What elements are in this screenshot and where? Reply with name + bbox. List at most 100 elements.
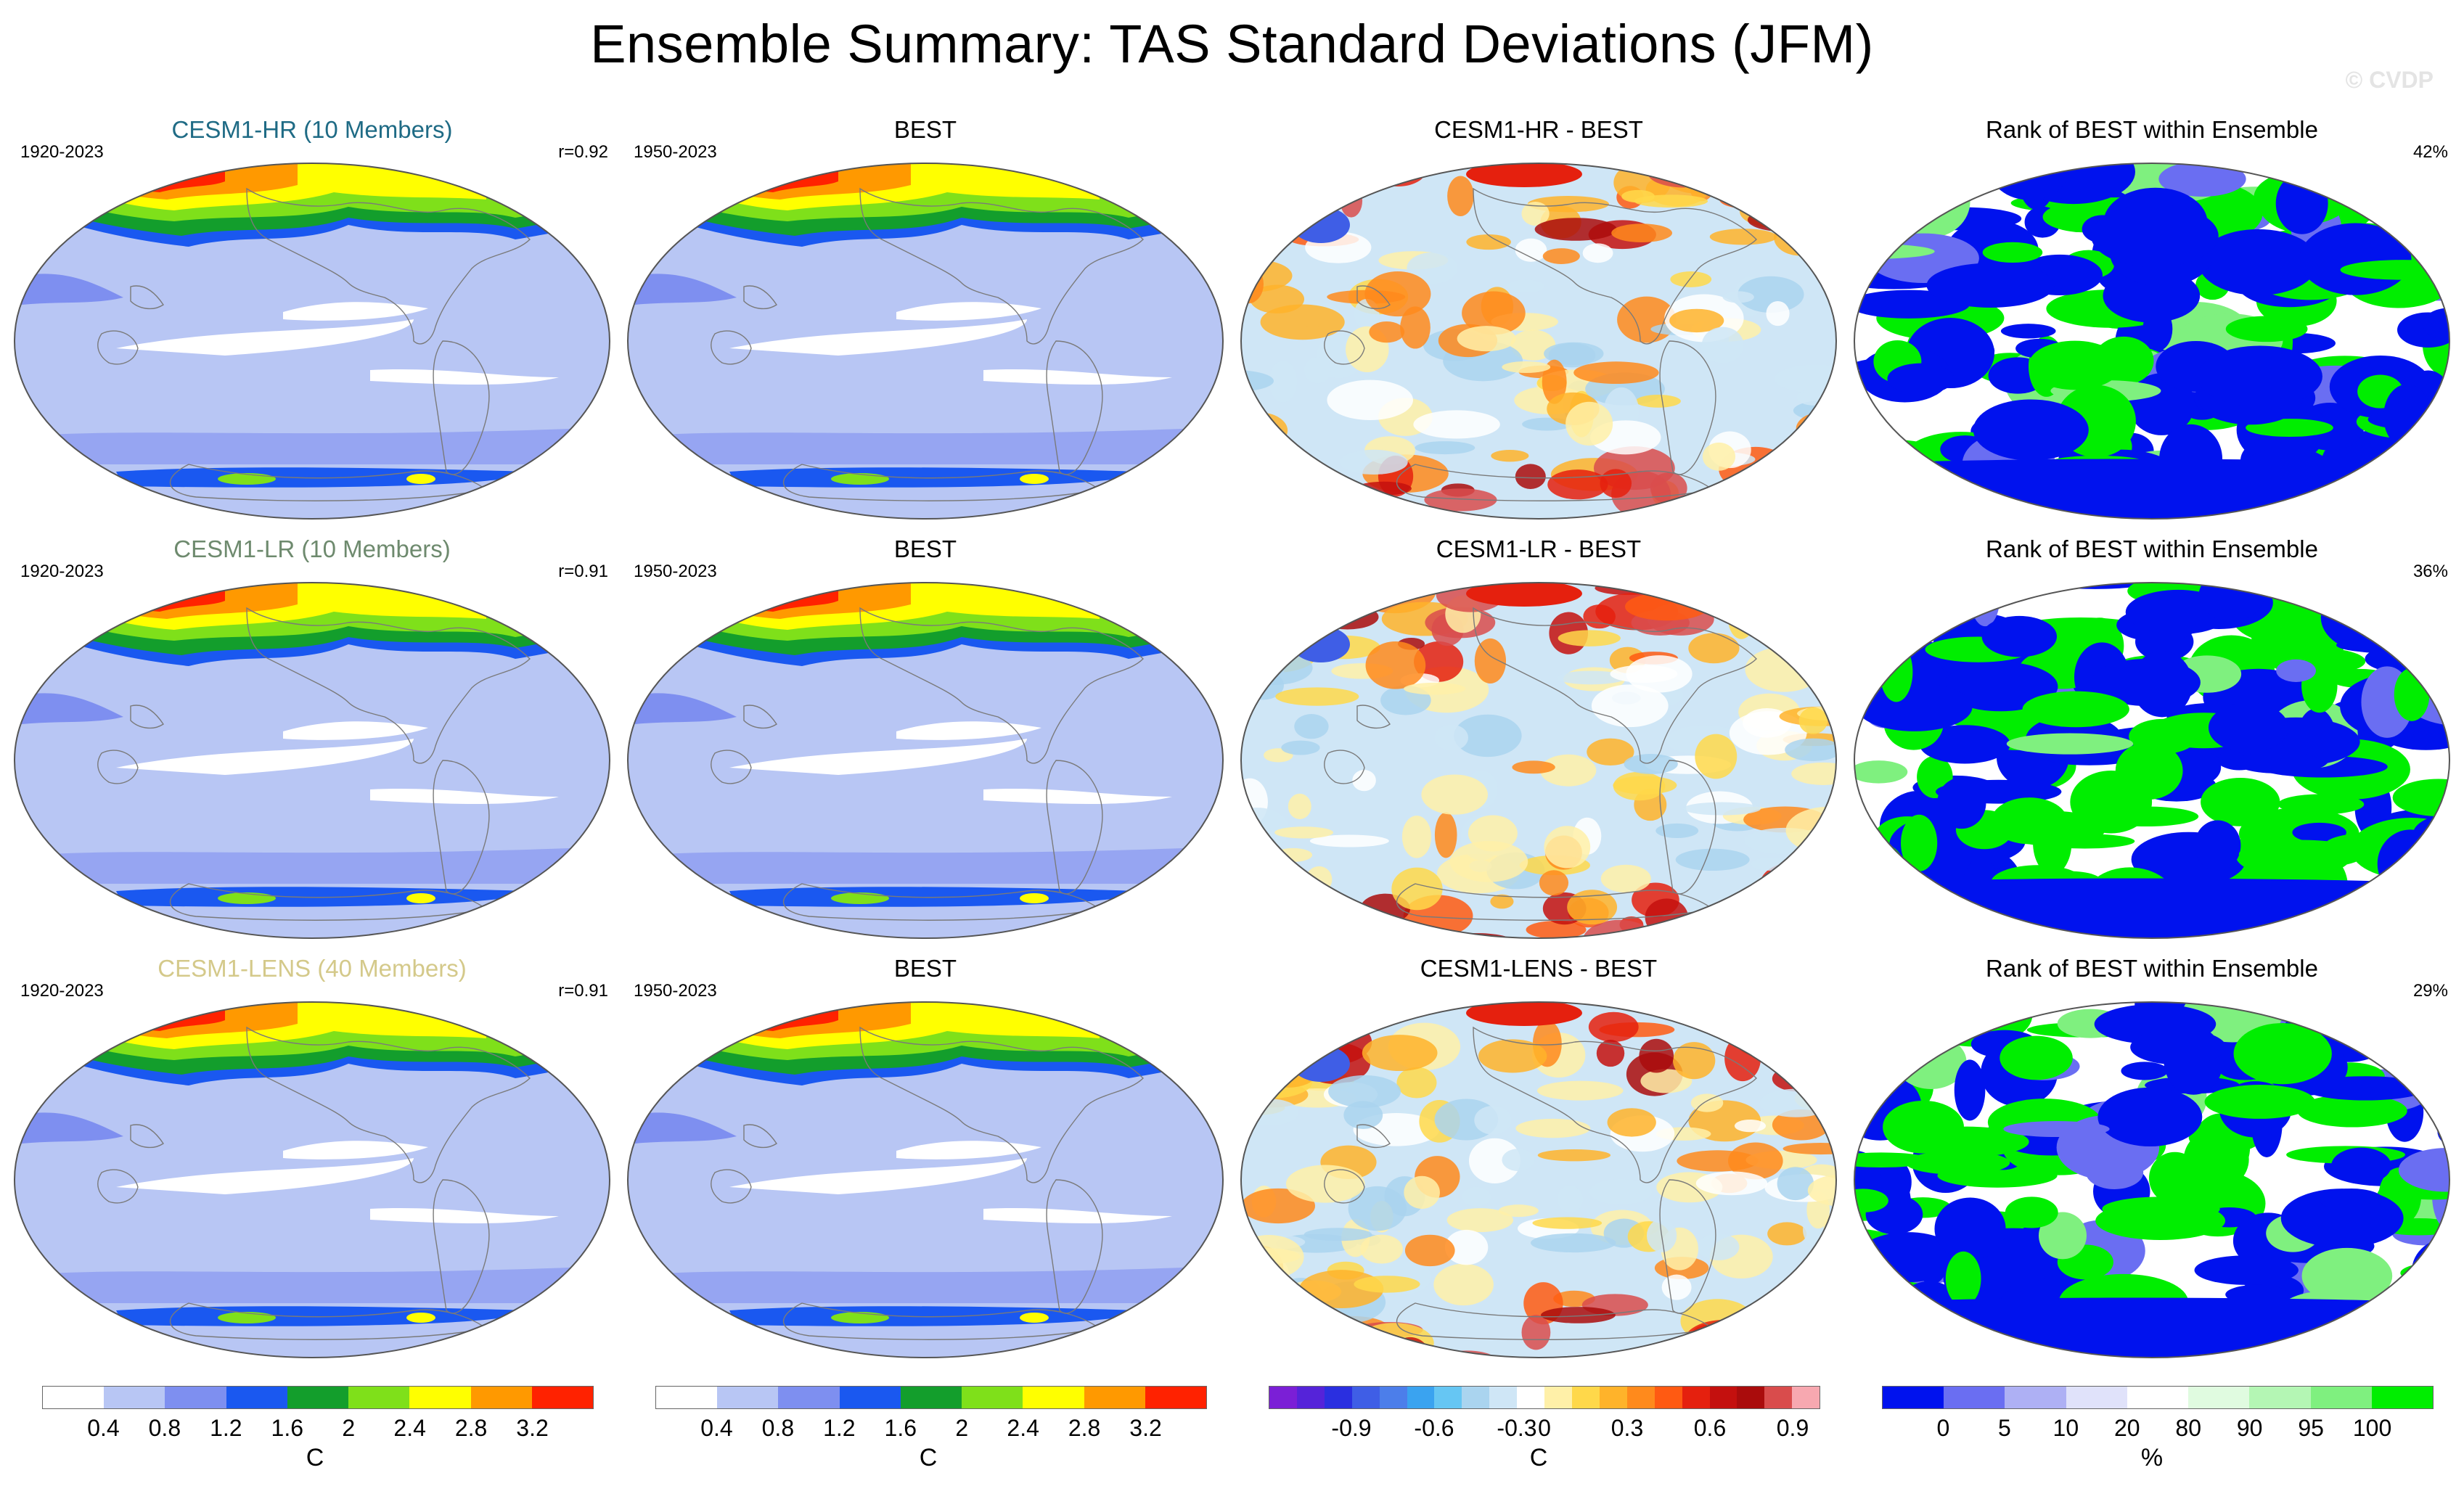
colorbar-swatch	[2188, 1387, 2250, 1408]
years-label: 1950-2023	[634, 981, 717, 1001]
colorbar-swatch	[1434, 1387, 1462, 1408]
colorbar-tick-label: 95	[2298, 1415, 2324, 1441]
colorbar-swatch	[1269, 1387, 1297, 1408]
panel-rank-r3: Rank of BEST within Ensemble 29%	[1847, 955, 2457, 1361]
colorbar-swatch	[839, 1387, 901, 1408]
panel-title: Rank of BEST within Ensemble	[1986, 955, 2318, 982]
panel-rank-r2: Rank of BEST within Ensemble 36%	[1847, 535, 2457, 942]
colorbar-swatch	[165, 1387, 226, 1408]
colorbar-swatch	[2371, 1387, 2433, 1408]
difference-map	[1240, 163, 1837, 520]
panel-model-r3: CESM1-LENS (40 Members) 1920-2023 r=0.91	[7, 955, 617, 1361]
percent-label: 36%	[2412, 562, 2448, 581]
panel-obs-r2: BEST 1950-2023	[621, 535, 1230, 942]
colorbar-swatch	[1351, 1387, 1380, 1408]
colorbar-swatch	[2066, 1387, 2127, 1408]
colorbar-swatch	[1379, 1387, 1407, 1408]
colorbar-swatch	[1944, 1387, 2005, 1408]
panel-diff-r3: CESM1-LENS - BEST	[1234, 955, 1843, 1361]
colorbar-swatch	[1544, 1387, 1572, 1408]
colorbar-swatch	[2249, 1387, 2311, 1408]
stddev-map	[14, 1001, 610, 1358]
years-label: 1950-2023	[634, 562, 717, 581]
colorbar-tick-label: 5	[1997, 1415, 2011, 1441]
stddev-map	[627, 1001, 1224, 1358]
colorbar-tick-label: 2	[342, 1415, 356, 1441]
stddev-map	[14, 582, 610, 939]
colorbar-tick-label: 1.2	[823, 1415, 856, 1441]
colorbar-swatch	[409, 1387, 471, 1408]
correlation-label: r=0.91	[558, 981, 608, 1001]
colorbar-swatch	[2310, 1387, 2372, 1408]
colorbar-unit: C	[1529, 1444, 1548, 1471]
colorbar-tick-label: 2.4	[1007, 1415, 1039, 1441]
panel-model-r2: CESM1-LR (10 Members) 1920-2023 r=0.91	[7, 535, 617, 942]
colorbar-swatch	[1084, 1387, 1145, 1408]
stddev-map	[627, 163, 1224, 520]
colorbar-tick-label: 2	[955, 1415, 969, 1441]
colorbar-swatch	[1764, 1387, 1793, 1408]
colorbar-swatch	[226, 1387, 287, 1408]
colorbar-tick-label: 0.3	[1610, 1415, 1644, 1441]
colorbar-swatch	[104, 1387, 165, 1408]
colorbar-swatches	[655, 1386, 1207, 1409]
colorbar-tick-label: 0.4	[700, 1415, 733, 1441]
colorbar-tick-label: 0.4	[87, 1415, 120, 1441]
colorbar-swatch	[2005, 1387, 2066, 1408]
panel-title: BEST	[893, 535, 957, 562]
colorbar-swatch	[470, 1387, 532, 1408]
colorbar-swatches	[1269, 1386, 1820, 1409]
colorbar-swatch	[43, 1387, 105, 1408]
colorbar-swatch	[1654, 1387, 1682, 1408]
panel-diff-r2: CESM1-LR - BEST	[1234, 535, 1843, 942]
correlation-label: r=0.92	[558, 142, 608, 162]
colorbar-swatch	[1682, 1387, 1710, 1408]
colorbar-tick-label: -0.3	[1497, 1415, 1537, 1441]
colorbar-tick-label: 3.2	[1129, 1415, 1162, 1441]
colorbar-tick-label: 20	[2113, 1415, 2140, 1441]
colorbar-swatch	[1296, 1387, 1325, 1408]
colorbar-tick-label: 100	[2352, 1415, 2392, 1441]
colorbar-swatch	[778, 1387, 840, 1408]
figure-title: Ensemble Summary: TAS Standard Deviation…	[590, 14, 1874, 74]
colorbar-swatch	[1489, 1387, 1518, 1408]
percent-label: 29%	[2412, 981, 2448, 1001]
panel-title: CESM1-LENS (40 Members)	[157, 955, 467, 982]
panel-title: BEST	[893, 116, 957, 143]
colorbar-swatches	[1882, 1386, 2434, 1409]
panel-model-r1: CESM1-HR (10 Members) 1920-2023 r=0.92	[7, 116, 617, 522]
correlation-label: r=0.91	[558, 562, 608, 581]
colorbar-swatch	[1626, 1387, 1655, 1408]
colorbar-tick-label: 80	[2175, 1415, 2202, 1441]
difference-map	[1240, 1001, 1837, 1358]
colorbar-swatch	[1517, 1387, 1545, 1408]
colorbar-swatch	[287, 1387, 349, 1408]
colorbar-tick-label: 3.2	[516, 1415, 549, 1441]
colorbar-swatch	[717, 1387, 779, 1408]
stddev-map	[627, 582, 1224, 939]
stddev-map	[14, 163, 610, 520]
panel-title: CESM1-HR - BEST	[1434, 116, 1643, 143]
colorbar-stddev-obs: C 0.4 0.8 1.2 1.6 2 2.4 2.8 3.2	[655, 1386, 1207, 1480]
panel-diff-r1: CESM1-HR - BEST	[1234, 116, 1843, 522]
panel-title: Rank of BEST within Ensemble	[1986, 116, 2318, 143]
colorbar-tick-label: 0	[1936, 1415, 1950, 1441]
colorbar-difference: C -0.9 -0.6 -0.3 0 0.3 0.6 0.9	[1269, 1386, 1820, 1480]
colorbar-swatch	[1737, 1387, 1765, 1408]
colorbar-tick-label: 0.8	[761, 1415, 795, 1441]
colorbar-swatch	[900, 1387, 962, 1408]
years-label: 1920-2023	[20, 562, 104, 581]
colorbar-swatch	[1324, 1387, 1352, 1408]
rank-map	[1854, 163, 2450, 520]
colorbar-unit: C	[306, 1444, 324, 1471]
panel-obs-r1: BEST 1950-2023	[621, 116, 1230, 522]
colorbar-tick-label: 1.6	[271, 1415, 304, 1441]
rank-map	[1854, 582, 2450, 939]
colorbar-unit: %	[2140, 1444, 2164, 1471]
colorbar-tick-label: 2.8	[454, 1415, 488, 1441]
colorbar-tick-label: 1.2	[210, 1415, 242, 1441]
panel-title: CESM1-LENS - BEST	[1420, 955, 1658, 982]
colorbar-tick-label: 2.4	[393, 1415, 426, 1441]
watermark: © CVDP	[2345, 67, 2434, 93]
colorbar-rank: % 0 5 10 20 80 90 95 100	[1882, 1386, 2434, 1480]
